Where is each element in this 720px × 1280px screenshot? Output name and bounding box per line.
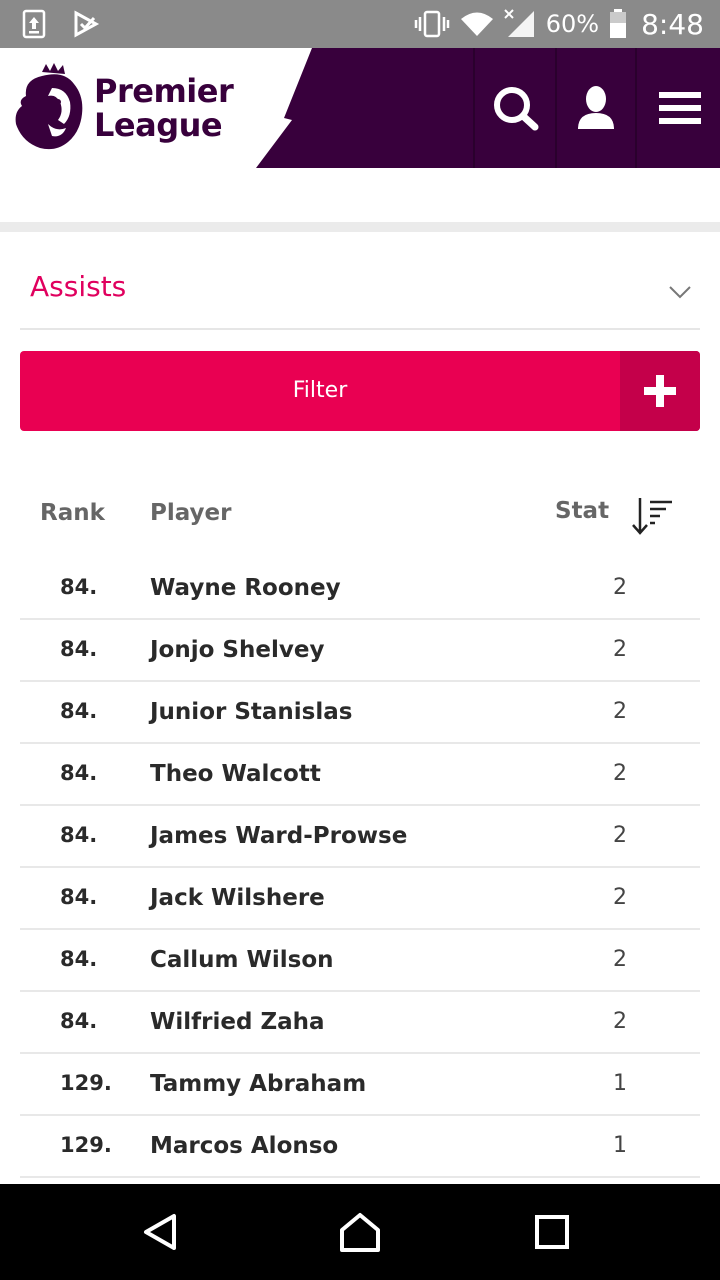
player-rank: 129.: [60, 1133, 112, 1157]
player-rank: 84.: [60, 823, 98, 847]
column-header-player: Player: [150, 500, 232, 526]
status-bar: 60% 8:48: [0, 0, 720, 48]
player-name-link[interactable]: Junior Stanislas: [150, 699, 353, 725]
recent-apps-button[interactable]: [492, 1184, 612, 1280]
player-stat-value: 2: [613, 885, 627, 910]
back-button[interactable]: [100, 1184, 220, 1280]
search-button[interactable]: [476, 48, 556, 168]
player-rank: 84.: [60, 575, 98, 599]
table-row[interactable]: 129. Tammy Abraham 1: [20, 1054, 700, 1116]
table-row[interactable]: 84. Wayne Rooney 2: [20, 558, 700, 620]
player-name-link[interactable]: Jack Wilshere: [150, 885, 325, 911]
player-name-link[interactable]: Wayne Rooney: [150, 575, 341, 601]
sort-descending-icon[interactable]: [630, 496, 674, 536]
table-row[interactable]: 84. James Ward-Prowse 2: [20, 806, 700, 868]
column-header-rank: Rank: [40, 500, 105, 526]
player-rank: 129.: [60, 1071, 112, 1095]
header-background: [256, 48, 720, 168]
player-stat-value: 2: [613, 637, 627, 662]
player-stat-value: 2: [613, 761, 627, 786]
table-row[interactable]: 84. Callum Wilson 2: [20, 930, 700, 992]
player-name-link[interactable]: Tammy Abraham: [150, 1071, 367, 1097]
user-icon: [578, 86, 614, 129]
navigation-bar: [0, 1184, 720, 1280]
battery-icon: [610, 9, 627, 38]
search-icon: [494, 87, 539, 131]
table-row[interactable]: 84. Junior Stanislas 2: [20, 682, 700, 744]
player-stat-value: 2: [613, 699, 627, 724]
player-rank: 84.: [60, 761, 98, 785]
stat-type-dropdown[interactable]: Assists: [20, 256, 700, 330]
battery-percent: 60%: [545, 10, 600, 38]
player-stat-value: 2: [613, 947, 627, 972]
premier-league-lion-logo: [15, 63, 83, 150]
brand-wordmark: Premier League: [94, 72, 234, 144]
filter-label: Filter: [292, 378, 348, 403]
player-rank: 84.: [60, 1009, 98, 1033]
player-name-link[interactable]: Jonjo Shelvey: [150, 637, 325, 663]
stat-type-selected: Assists: [30, 270, 127, 303]
player-name-link[interactable]: Wilfried Zaha: [150, 1009, 325, 1035]
player-stat-value: 1: [613, 1071, 627, 1096]
player-rank: 84.: [60, 885, 98, 909]
table-row[interactable]: 84. Theo Walcott 2: [20, 744, 700, 806]
signal-icon: [504, 9, 534, 37]
home-icon: [340, 1213, 380, 1252]
player-stat-value: 2: [613, 823, 627, 848]
account-button[interactable]: [556, 48, 636, 168]
player-rank: 84.: [60, 699, 98, 723]
play-store-icon: [74, 10, 100, 38]
player-stat-value: 2: [613, 575, 627, 600]
player-rank: 84.: [60, 947, 98, 971]
menu-button[interactable]: [640, 48, 720, 168]
table-row[interactable]: 84. Jonjo Shelvey 2: [20, 620, 700, 682]
player-name-link[interactable]: Theo Walcott: [150, 761, 321, 787]
wifi-icon: [460, 12, 493, 36]
section-divider: [0, 222, 720, 232]
filter-expand-button[interactable]: [620, 351, 700, 431]
player-name-link[interactable]: James Ward-Prowse: [150, 823, 408, 849]
player-name-link[interactable]: Callum Wilson: [150, 947, 334, 973]
player-name-link[interactable]: Marcos Alonso: [150, 1133, 339, 1159]
hamburger-menu-icon: [659, 92, 701, 124]
brand-line-premier: Premier: [94, 72, 234, 110]
brand-line-league: League: [94, 106, 223, 144]
home-button[interactable]: [300, 1184, 420, 1280]
player-rank: 84.: [60, 637, 98, 661]
vibrate-icon: [414, 10, 450, 38]
table-row[interactable]: 129. Marcos Alonso 1: [20, 1116, 700, 1178]
chevron-down-icon: [669, 286, 691, 299]
column-header-stat[interactable]: Stat: [555, 498, 610, 524]
upload-icon: [22, 9, 46, 39]
plus-icon: [644, 375, 676, 407]
stats-table-body: 84. Wayne Rooney 2 84. Jonjo Shelvey 2 84. Juni…: [20, 558, 700, 1178]
player-stat-value: 1: [613, 1133, 627, 1158]
table-row[interactable]: 84. Wilfried Zaha 2: [20, 992, 700, 1054]
clock: 8:48: [641, 7, 704, 41]
back-triangle-icon: [144, 1214, 176, 1250]
filter-button[interactable]: Filter: [20, 351, 700, 431]
app-header: Premier League: [0, 48, 720, 168]
table-row[interactable]: 84. Jack Wilshere 2: [20, 868, 700, 930]
recent-apps-square-icon: [535, 1215, 569, 1249]
player-stat-value: 2: [613, 1009, 627, 1034]
